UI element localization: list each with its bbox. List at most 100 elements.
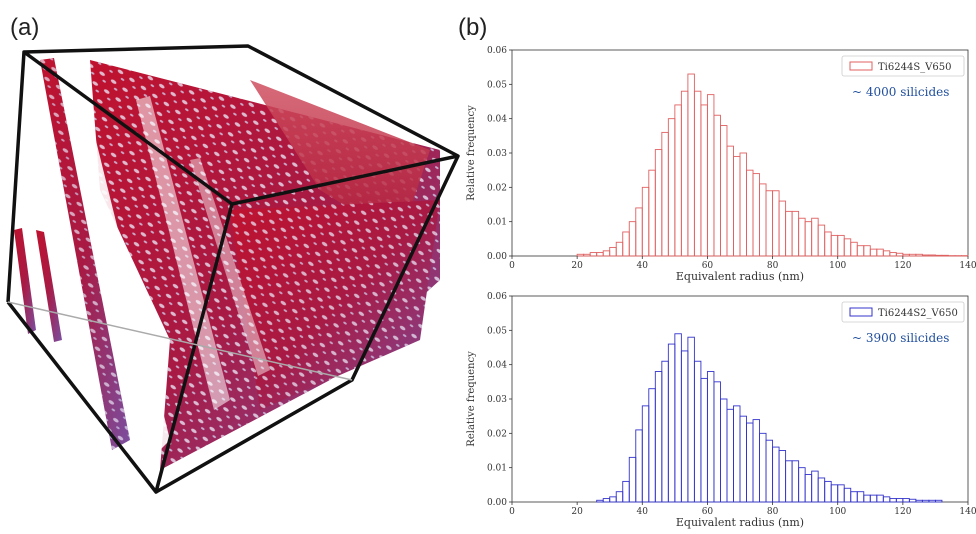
histogram-bar — [818, 225, 825, 256]
histogram-bar — [903, 499, 910, 502]
histogram-bar — [792, 461, 799, 502]
y-tick-label: 0.05 — [487, 326, 507, 336]
histogram-bar — [740, 153, 747, 256]
histogram-bar — [616, 492, 623, 502]
histogram-bar — [688, 74, 695, 256]
histogram-bar — [773, 191, 780, 256]
histogram-bar — [929, 500, 936, 502]
histogram-bar — [597, 500, 604, 502]
silicide-count-annotation: ~ 4000 silicides — [852, 85, 949, 99]
histogram-bar — [935, 500, 942, 502]
histogram-bar — [870, 495, 877, 502]
histogram-bar — [799, 468, 806, 502]
y-tick-label: 0.05 — [487, 80, 507, 90]
y-tick-label: 0.01 — [487, 218, 507, 228]
histogram-bar — [851, 242, 858, 256]
histogram-bar — [597, 253, 604, 256]
y-tick-label: 0.00 — [487, 498, 507, 508]
histogram-bar — [694, 91, 701, 256]
histogram-bar — [877, 495, 884, 502]
histogram-bar — [629, 222, 636, 256]
panel-b-label: (b) — [458, 14, 487, 42]
histogram-bar — [766, 191, 773, 256]
histogram-bar — [909, 254, 916, 256]
histogram-bar — [655, 372, 662, 502]
histogram-bar — [942, 255, 949, 256]
histogram-bar — [577, 254, 584, 256]
x-tick-label: 20 — [571, 261, 583, 271]
histogram-bar — [844, 239, 851, 256]
histogram-bar — [857, 246, 864, 256]
x-tick-label: 0 — [509, 507, 515, 517]
histogram-bar — [929, 255, 936, 256]
histogram-bar — [883, 251, 890, 256]
histogram-bar — [844, 488, 851, 502]
cube-lamellae — [14, 58, 440, 470]
histogram-bar — [720, 399, 727, 502]
histogram-bar — [766, 440, 773, 502]
histogram-bar — [779, 201, 786, 256]
histogram-bar — [727, 409, 734, 502]
histogram-bar — [753, 174, 760, 256]
histogram-bar — [851, 492, 858, 502]
histogram-bar — [799, 218, 806, 256]
histogram-bar — [733, 406, 740, 502]
histogram-bar — [668, 119, 675, 256]
histogram-bar — [812, 471, 819, 502]
x-tick-label: 0 — [509, 261, 515, 271]
histogram-bar — [720, 126, 727, 256]
x-tick-label: 140 — [959, 507, 976, 517]
histogram-bar — [896, 499, 903, 502]
histogram-bar — [779, 451, 786, 503]
x-tick-label: 120 — [894, 261, 911, 271]
histogram-bar — [883, 497, 890, 502]
histogram-bar — [688, 337, 695, 502]
histogram-bar — [825, 232, 832, 256]
histogram-bar — [623, 232, 630, 256]
x-tick-label: 140 — [959, 261, 976, 271]
histogram-bar — [922, 255, 929, 256]
histogram-bar — [916, 254, 923, 256]
histogram-bar — [838, 235, 845, 256]
tomography-cube-image — [0, 40, 470, 500]
histogram-bar — [838, 485, 845, 502]
histogram-bar — [636, 208, 643, 256]
histogram-bar — [890, 499, 897, 502]
y-tick-label: 0.02 — [487, 429, 507, 439]
histogram-bar — [805, 222, 812, 256]
histogram-bar — [655, 150, 662, 256]
y-tick-label: 0.01 — [487, 464, 507, 474]
histogram-bar — [727, 146, 734, 256]
histogram-bar — [909, 499, 916, 502]
histogram-bar — [773, 447, 780, 502]
y-axis-label: Relative frequency — [466, 351, 477, 447]
histogram-bar — [877, 249, 884, 256]
histogram-bar — [662, 361, 669, 502]
histogram-bar — [864, 246, 871, 256]
histogram-bar — [786, 461, 793, 502]
y-tick-label: 0.00 — [487, 252, 507, 262]
histogram-bar — [675, 334, 682, 502]
y-tick-label: 0.02 — [487, 183, 507, 193]
legend-label: Ti6244S_V650 — [878, 62, 951, 73]
histogram-bar — [786, 211, 793, 256]
histogram-bar — [675, 105, 682, 256]
histogram-bar — [864, 495, 871, 502]
histogram-bar — [681, 91, 688, 256]
x-axis-label: Equivalent radius (nm) — [676, 270, 804, 283]
histogram-bar — [831, 485, 838, 502]
histogram-bar — [610, 497, 617, 502]
y-tick-label: 0.04 — [487, 115, 507, 125]
histogram-bar — [642, 187, 649, 256]
y-tick-label: 0.06 — [487, 46, 507, 56]
histogram-bar — [740, 416, 747, 502]
histogram-bar — [733, 156, 740, 256]
histogram-bar — [649, 170, 656, 256]
histogram-bar — [662, 132, 669, 256]
y-tick-label: 0.04 — [487, 361, 507, 371]
histogram-bar — [916, 500, 923, 502]
histogram-bar — [636, 430, 643, 502]
y-tick-label: 0.03 — [487, 149, 507, 159]
